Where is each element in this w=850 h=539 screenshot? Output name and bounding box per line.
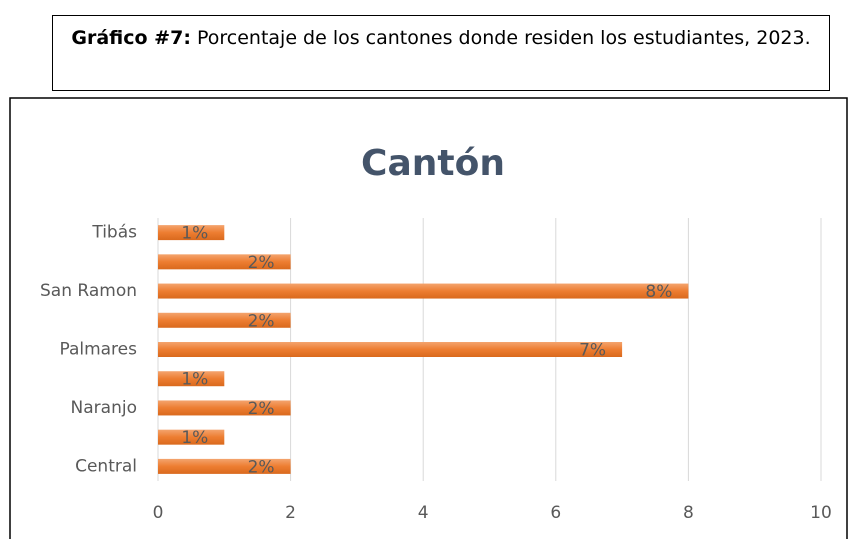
caption-text: Porcentaje de los cantones donde residen… xyxy=(196,27,811,49)
chart-title: Cantón xyxy=(361,143,505,184)
data-label: 7% xyxy=(579,341,606,361)
bar xyxy=(158,429,225,445)
bar xyxy=(158,254,291,270)
x-tick-label: 2 xyxy=(285,503,296,523)
y-tick-label: San Ramon xyxy=(40,281,137,301)
data-label: 8% xyxy=(645,282,672,302)
bar xyxy=(158,371,225,387)
data-label: 1% xyxy=(181,224,208,244)
y-tick-label: Tibás xyxy=(91,223,137,243)
caption: Gráfico #7: Porcentaje de los cantones d… xyxy=(52,15,830,91)
caption-label: Gráfico #7: xyxy=(71,27,191,49)
y-tick-label: Central xyxy=(75,456,137,476)
bar xyxy=(158,458,291,474)
data-label: 2% xyxy=(248,399,275,419)
data-label: 1% xyxy=(181,428,208,448)
bar xyxy=(158,312,291,328)
x-tick-label: 0 xyxy=(153,503,164,523)
x-tick-label: 10 xyxy=(810,503,832,523)
y-tick-label: Palmares xyxy=(59,340,137,360)
bar xyxy=(158,342,623,357)
y-tick-label: Naranjo xyxy=(71,398,137,418)
bar xyxy=(158,225,225,241)
x-tick-label: 8 xyxy=(683,503,694,523)
bar xyxy=(158,283,689,299)
data-label: 2% xyxy=(248,457,275,477)
data-label: 1% xyxy=(181,370,208,390)
x-tick-label: 6 xyxy=(550,503,561,523)
x-tick-label: 4 xyxy=(418,503,429,523)
bar xyxy=(158,400,291,416)
chart-frame xyxy=(9,97,848,539)
data-label: 2% xyxy=(248,253,275,273)
data-label: 2% xyxy=(248,311,275,331)
